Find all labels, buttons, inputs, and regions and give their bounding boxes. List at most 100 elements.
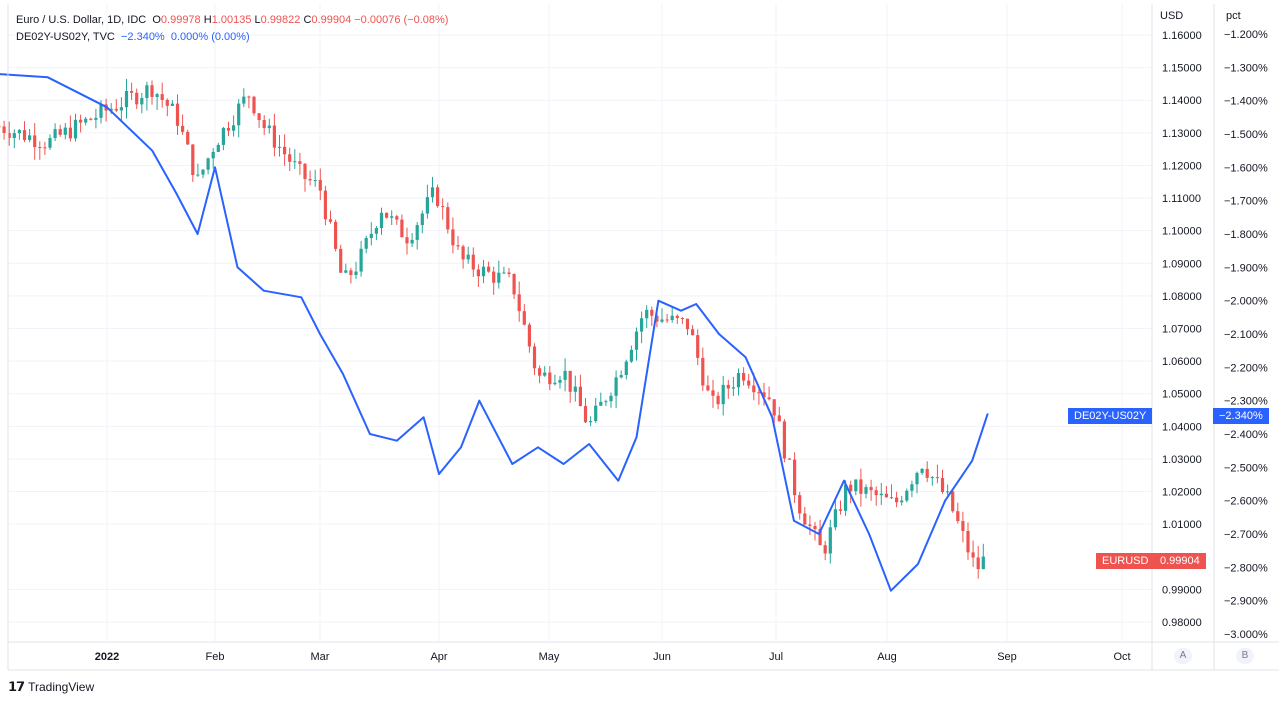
candle-body bbox=[517, 294, 521, 312]
candle-body bbox=[711, 390, 715, 396]
change-value: −0.00076 (−0.08%) bbox=[354, 14, 449, 26]
candle-body bbox=[650, 309, 654, 316]
candle-body bbox=[981, 556, 985, 570]
candle-body bbox=[191, 144, 195, 176]
pct-tick-label: −1.700% bbox=[1224, 196, 1268, 208]
overlay-point bbox=[236, 266, 239, 269]
candle-body bbox=[787, 458, 792, 460]
candle-body bbox=[762, 392, 766, 398]
pct-tick-label: −2.500% bbox=[1224, 462, 1268, 474]
usd-tick-label: 1.02000 bbox=[1162, 487, 1202, 499]
candle-body bbox=[298, 161, 302, 164]
tradingview-brand[interactable]: 𝟭𝟳 TradingView bbox=[8, 679, 94, 695]
pct-tick-label: −2.600% bbox=[1224, 496, 1268, 508]
overlay-point bbox=[106, 106, 108, 109]
candle-body bbox=[165, 99, 169, 106]
candle-body bbox=[349, 270, 353, 275]
pct-tick-label: −2.000% bbox=[1224, 296, 1268, 308]
candle-body bbox=[328, 219, 333, 222]
candle-body bbox=[53, 129, 57, 139]
candle-body bbox=[170, 103, 174, 106]
candle-body bbox=[461, 246, 465, 260]
candle-body bbox=[420, 213, 424, 226]
candle-body bbox=[395, 216, 399, 220]
overlay-point bbox=[511, 463, 514, 465]
candle-body bbox=[803, 513, 807, 525]
candle-body bbox=[874, 490, 878, 496]
candle-body bbox=[262, 120, 266, 129]
tradingview-logo-icon: 𝟭𝟳 bbox=[8, 679, 25, 694]
overlay-point bbox=[369, 433, 371, 435]
high-label: H bbox=[203, 14, 212, 26]
usd-tick-label: 1.10000 bbox=[1162, 226, 1202, 238]
candle-body bbox=[961, 521, 965, 531]
pct-tick-label: −1.900% bbox=[1224, 262, 1268, 274]
candle-body bbox=[359, 248, 363, 272]
overlay-point bbox=[793, 519, 795, 522]
candle-body bbox=[79, 119, 83, 123]
candle-body bbox=[884, 493, 888, 498]
candle-body bbox=[966, 530, 970, 553]
candle-body bbox=[507, 272, 511, 274]
candle-body bbox=[828, 527, 832, 554]
candle-body bbox=[364, 238, 368, 249]
candle-body bbox=[181, 125, 185, 132]
candle-body bbox=[675, 315, 679, 319]
overlay-point bbox=[635, 436, 638, 439]
close-value: 0.99904 bbox=[311, 14, 352, 26]
pct-tick-label: −2.200% bbox=[1224, 362, 1268, 374]
candle-body bbox=[497, 272, 501, 283]
scale-b-button[interactable]: B bbox=[1236, 648, 1254, 664]
x-tick-label: 2022 bbox=[95, 651, 119, 663]
candle-body bbox=[563, 370, 567, 380]
candle-body bbox=[145, 85, 149, 99]
candle-body bbox=[869, 487, 873, 491]
candle-body bbox=[670, 315, 674, 321]
candle-body bbox=[415, 225, 419, 240]
candle-body bbox=[492, 271, 496, 283]
overlay-point bbox=[971, 459, 973, 462]
candle-body bbox=[660, 319, 664, 322]
candle-body bbox=[573, 386, 577, 392]
overlay-name-tag: DE02Y-US02Y bbox=[1068, 408, 1153, 424]
pct-tick-label: −1.300% bbox=[1224, 62, 1268, 74]
candle-body bbox=[512, 273, 516, 295]
candle-body bbox=[201, 169, 205, 175]
candle-body bbox=[538, 368, 542, 376]
candle-body bbox=[849, 484, 853, 492]
candle-body bbox=[73, 119, 78, 139]
pct-tick-label: −1.500% bbox=[1224, 129, 1268, 141]
candle-body bbox=[859, 479, 863, 494]
candle-body bbox=[216, 144, 220, 152]
candle-body bbox=[619, 375, 623, 378]
candle-body bbox=[640, 318, 644, 332]
candle-body bbox=[701, 357, 705, 386]
overlay-legend-value: −2.340% bbox=[120, 31, 165, 43]
candle-body bbox=[425, 197, 429, 214]
candle-body bbox=[548, 372, 552, 385]
auto-scale-button[interactable]: A bbox=[1174, 648, 1192, 664]
candle-body bbox=[405, 237, 409, 244]
candle-body bbox=[583, 406, 588, 423]
candle-body bbox=[94, 117, 98, 120]
candle-body bbox=[706, 385, 710, 391]
candle-body bbox=[726, 384, 730, 389]
candle-body bbox=[747, 380, 751, 386]
candle-body bbox=[716, 395, 720, 405]
usd-tick-label: 1.04000 bbox=[1162, 421, 1202, 433]
x-tick-label: Mar bbox=[311, 651, 330, 663]
overlay-point bbox=[917, 563, 919, 565]
usd-tick-label: 1.15000 bbox=[1162, 63, 1202, 75]
overlay-point bbox=[46, 76, 49, 79]
main-legend: Euro / U.S. Dollar, 1D, IDC O0.99978 H1.… bbox=[16, 12, 448, 28]
usd-tick-label: 1.01000 bbox=[1162, 519, 1202, 531]
candle-body bbox=[731, 387, 735, 389]
overlay-point bbox=[843, 479, 845, 482]
candle-body bbox=[38, 147, 42, 149]
candle-body bbox=[354, 271, 358, 275]
overlay-point bbox=[771, 416, 773, 419]
candle-body bbox=[798, 495, 802, 514]
usd-tick-label: 0.98000 bbox=[1162, 617, 1202, 629]
